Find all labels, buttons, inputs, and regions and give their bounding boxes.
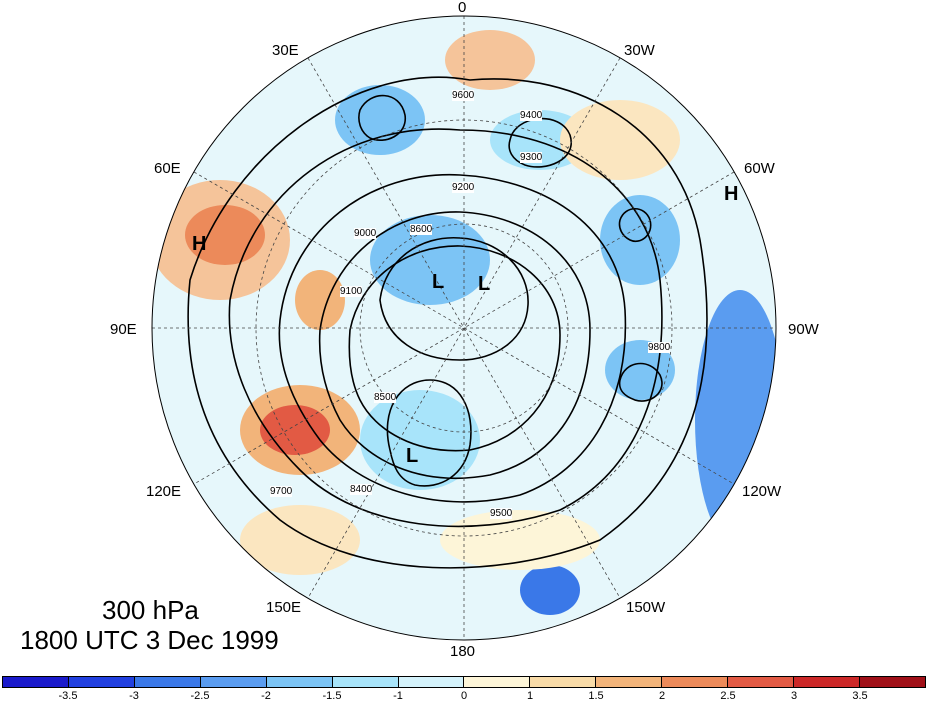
colorbar-tick-label: -1 <box>393 690 403 702</box>
lon-label-120e: 120E <box>146 483 182 500</box>
contour-label: 9200 <box>452 182 475 193</box>
colorbar-tick-label: 0 <box>460 690 468 702</box>
lat-lon-grid <box>152 16 776 640</box>
colorbar-tick-label: -2.5 <box>190 690 210 702</box>
colorbar-box <box>3 677 69 687</box>
lon-label-30w: 30W <box>624 42 655 59</box>
colorbar-tick-label: -3 <box>129 690 139 702</box>
colorbar-box <box>728 677 795 687</box>
colorbar-box <box>530 677 597 687</box>
colorbar-tick-label: 2.5 <box>720 690 736 702</box>
colorbar-tick-label: 1 <box>526 690 534 702</box>
datetime-title: 1800 UTC 3 Dec 1999 <box>20 625 279 655</box>
contour-label: 9700 <box>270 486 293 497</box>
height-contours <box>187 76 708 569</box>
colorbar-box <box>68 677 135 687</box>
lon-label-90w: 90W <box>788 321 819 338</box>
colorbar-tick-label: 3 <box>790 690 798 702</box>
colorbar-tick-label: -2 <box>261 690 271 702</box>
lon-label-120w: 120W <box>742 483 782 500</box>
colorbar-box <box>662 677 729 687</box>
lon-label-150e: 150E <box>266 599 302 616</box>
colorbar-tick-label: -3.5 <box>58 690 78 702</box>
colorbar-box <box>200 677 267 687</box>
colorbar-box <box>596 677 663 687</box>
contour-label: 9100 <box>340 286 363 297</box>
anomaly-shading <box>152 16 776 640</box>
colorbar-box <box>332 677 399 687</box>
high-center-marker: H <box>192 233 207 255</box>
low-center-marker: L <box>432 271 445 293</box>
lon-label-60w: 60W <box>744 160 775 177</box>
contour-label: 9600 <box>452 90 475 101</box>
colorbar-tick-label: 2 <box>658 690 666 702</box>
contour-label: 9800 <box>648 342 671 353</box>
low-center-marker: L <box>406 445 419 467</box>
lon-label-30e: 30E <box>272 42 299 59</box>
level-title: 300 hPa <box>102 595 199 625</box>
lon-label-90e: 90E <box>110 321 137 338</box>
colorbar <box>2 676 926 688</box>
contour-label: 8400 <box>350 484 373 495</box>
lon-label-60e: 60E <box>154 160 181 177</box>
colorbar-box <box>134 677 201 687</box>
contour-label: 9000 <box>354 228 377 239</box>
colorbar-box <box>859 677 925 687</box>
colorbar-tick-label: -1.5 <box>322 690 342 702</box>
colorbar-box <box>794 677 860 687</box>
contour-label: 8500 <box>374 392 397 403</box>
lon-label-150w: 150W <box>626 599 666 616</box>
colorbar-box <box>266 677 333 687</box>
map-boundary <box>151 15 777 641</box>
colorbar-box <box>464 677 531 687</box>
high-center-marker: H <box>724 183 739 205</box>
colorbar-box <box>398 677 465 687</box>
lon-label-180: 180 <box>450 643 476 660</box>
contour-label: 9300 <box>520 152 543 163</box>
low-center-marker: L <box>478 273 491 295</box>
contour-label: 9500 <box>490 508 513 519</box>
contour-label: 8600 <box>410 224 433 235</box>
colorbar-tick-label: 1.5 <box>588 690 604 702</box>
contour-label: 9400 <box>520 110 543 121</box>
colorbar-tick-label: 3.5 <box>852 690 868 702</box>
lon-label-0: 0 <box>458 0 467 16</box>
